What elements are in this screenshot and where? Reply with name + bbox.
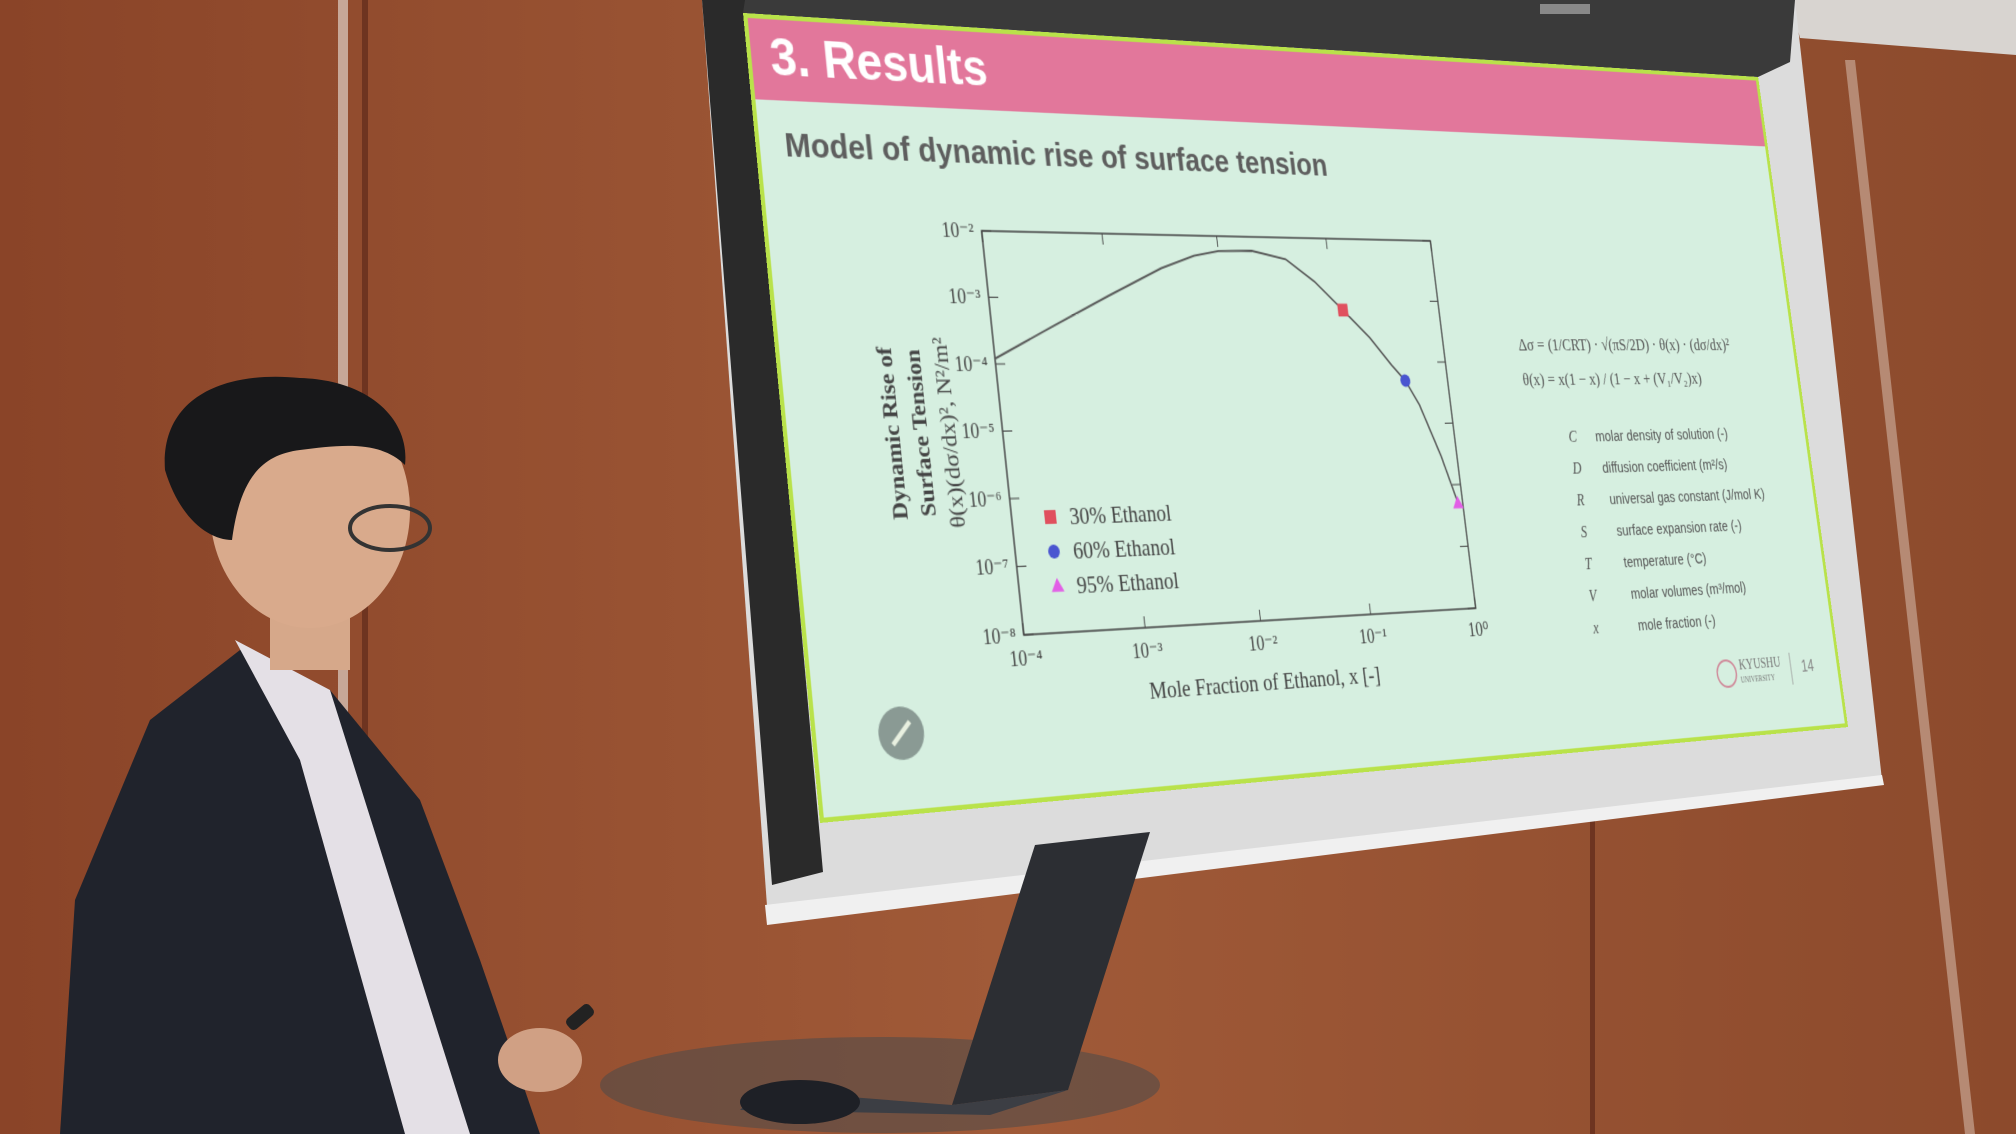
foreground: [0, 0, 2016, 1134]
mouse: [740, 1080, 860, 1124]
person-hand: [498, 1028, 582, 1092]
page: Presentation photo {"slide": { "title": …: [0, 0, 2016, 1134]
body: 3. Results Model of dynamic rise of surf…: [0, 0, 2016, 1134]
clicker: [564, 1002, 596, 1032]
